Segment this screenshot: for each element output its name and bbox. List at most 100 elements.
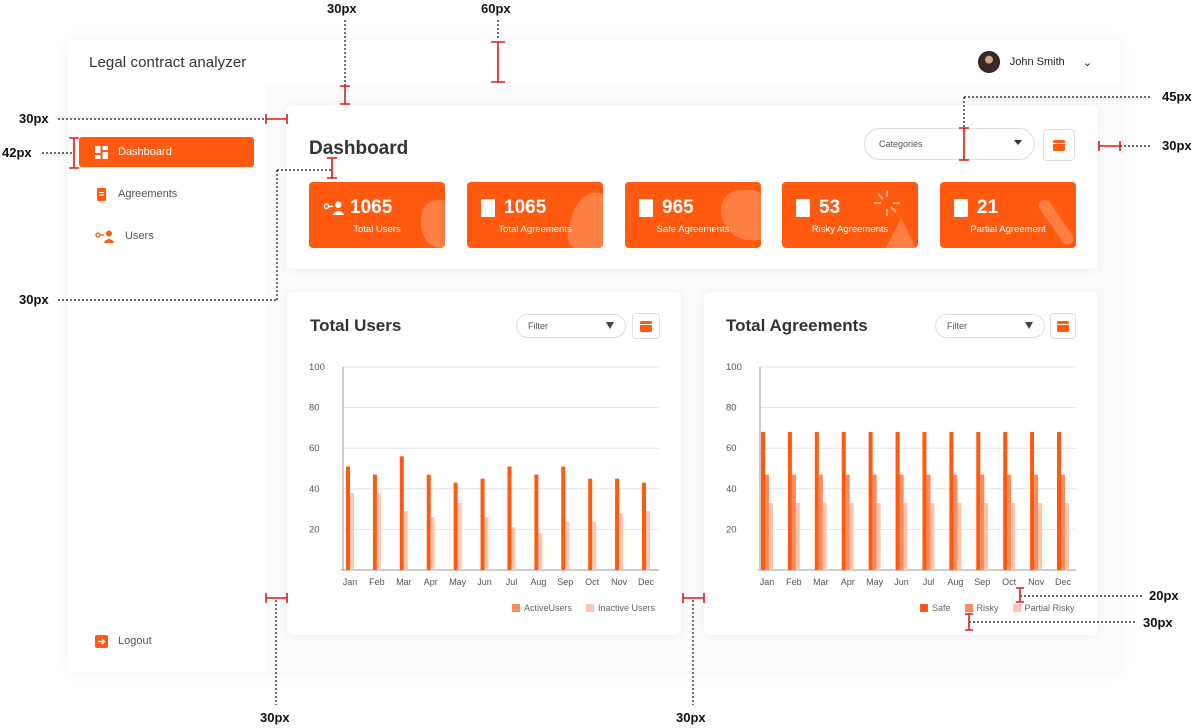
bar xyxy=(1034,474,1039,570)
bar xyxy=(976,431,981,570)
chevron-down-icon[interactable]: ⌄ xyxy=(1082,56,1092,69)
bar xyxy=(372,474,377,570)
legend-item: Partial Risky xyxy=(1012,603,1075,613)
chart-title: Total Users xyxy=(310,316,402,335)
stat-value: 53 xyxy=(819,197,841,218)
stat-card-partial-agreement[interactable]: 21 Partial Agreement xyxy=(940,182,1076,248)
bar xyxy=(399,456,404,570)
x-tick-label: Jun xyxy=(477,577,492,587)
bar xyxy=(984,503,989,570)
agreements-chart-legend: Safe Risky Partial Risky xyxy=(920,603,1075,613)
bar xyxy=(769,503,773,570)
users-icon xyxy=(323,201,345,215)
agreements-date-picker-button[interactable] xyxy=(1050,313,1076,339)
bar xyxy=(1061,474,1065,570)
stat-value: 1065 xyxy=(350,197,393,218)
bar xyxy=(453,482,458,570)
x-tick-label: Mar xyxy=(813,577,829,587)
bar xyxy=(957,503,962,570)
bar xyxy=(872,474,877,570)
bar xyxy=(895,431,900,570)
user-name: John Smith xyxy=(1009,56,1065,68)
users-date-picker-button[interactable] xyxy=(632,313,660,339)
stat-label: Total Users xyxy=(353,224,401,235)
document-icon xyxy=(97,187,106,201)
stat-value: 21 xyxy=(977,197,999,218)
avatar xyxy=(977,51,1000,73)
sparkle-icon xyxy=(874,190,900,216)
x-tick-label: Jul xyxy=(506,577,518,587)
y-tick-label: 80 xyxy=(726,403,737,414)
page-title: Dashboard xyxy=(309,138,409,159)
annotation-label: 20px xyxy=(1149,588,1179,603)
x-tick-label: Dec xyxy=(1055,577,1072,587)
bar xyxy=(841,431,846,570)
stat-card-total-agreements[interactable]: 1065 Total Agreements xyxy=(467,182,603,248)
annotation-label: 30px xyxy=(19,292,49,307)
annotation-label: 30px xyxy=(676,710,706,725)
x-tick-label: Apr xyxy=(841,577,855,587)
total-agreements-chart: 100 80 60 40 20 Jan Feb Mar Apr May Jun Jul Aug Sep Oc… xyxy=(726,362,1076,587)
stat-card-total-users[interactable]: 1065 Total Users xyxy=(309,182,445,248)
bar xyxy=(1011,503,1016,570)
bar xyxy=(761,431,765,570)
total-users-chart: 100 80 60 40 20 Jan Feb Mar Apr May Jun Jul Aug Sep Oc… xyxy=(309,362,659,587)
sidebar-item-dashboard[interactable]: Dashboard xyxy=(79,137,254,167)
x-tick-label: Oct xyxy=(585,577,600,587)
categories-select[interactable]: Categories xyxy=(864,128,1035,160)
users-filter-select[interactable]: Filter xyxy=(516,314,626,338)
x-tick-label: Apr xyxy=(424,577,438,587)
sidebar-item-agreements[interactable]: Agreements xyxy=(79,179,254,209)
annotation-label: 30px xyxy=(327,1,357,16)
bar xyxy=(899,474,904,570)
bar xyxy=(787,431,792,570)
bar xyxy=(403,511,408,570)
logout-icon xyxy=(95,634,108,648)
stat-card-risky-agreements[interactable]: 53 Risky Agreements xyxy=(782,182,918,248)
sidebar-item-users[interactable]: Users xyxy=(79,221,254,251)
y-tick-label: 100 xyxy=(726,362,742,373)
y-tick-label: 80 xyxy=(309,403,320,414)
date-picker-button[interactable] xyxy=(1043,129,1075,161)
agreements-filter-select[interactable]: Filter xyxy=(935,314,1045,338)
sidebar-item-label: Agreements xyxy=(118,188,178,200)
bar xyxy=(980,474,985,570)
bar xyxy=(534,474,539,570)
logout-button[interactable]: Logout xyxy=(79,626,254,656)
x-tick-label: Mar xyxy=(396,577,412,587)
bar xyxy=(511,527,516,570)
annotation-label: 30px xyxy=(19,111,49,126)
caret-down-icon xyxy=(1014,140,1022,145)
stat-label: Total Agreements xyxy=(498,224,572,235)
document-icon xyxy=(954,199,968,217)
bar xyxy=(949,431,954,570)
x-tick-label: Dec xyxy=(638,577,655,587)
x-tick-label: Sep xyxy=(557,577,573,587)
bar xyxy=(350,492,354,570)
bar xyxy=(538,533,543,570)
filter-icon xyxy=(606,322,614,329)
x-tick-label: Jun xyxy=(894,577,909,587)
bar xyxy=(953,474,958,570)
document-icon xyxy=(639,199,653,217)
filter-label: Filter xyxy=(528,321,548,331)
user-menu[interactable]: John Smith ⌄ xyxy=(977,51,1092,73)
users-chart-legend: ActiveUsers Inactive Users xyxy=(512,603,655,613)
bar xyxy=(346,466,350,570)
bar xyxy=(1003,431,1008,570)
bar xyxy=(849,503,854,570)
document-icon xyxy=(796,199,810,217)
x-tick-label: Feb xyxy=(369,577,385,587)
stat-card-safe-agreements[interactable]: 965 Safe Agreements xyxy=(625,182,761,248)
annotation-label: 45px xyxy=(1162,89,1192,104)
bar xyxy=(930,503,935,570)
bar xyxy=(588,478,593,570)
bar xyxy=(795,503,800,570)
x-tick-label: Jul xyxy=(923,577,935,587)
y-tick-label: 60 xyxy=(309,443,320,454)
y-tick-label: 20 xyxy=(309,524,320,535)
logout-label: Logout xyxy=(118,635,152,647)
bar xyxy=(791,474,796,570)
bar xyxy=(615,478,620,570)
total-users-chart-panel xyxy=(287,292,681,635)
